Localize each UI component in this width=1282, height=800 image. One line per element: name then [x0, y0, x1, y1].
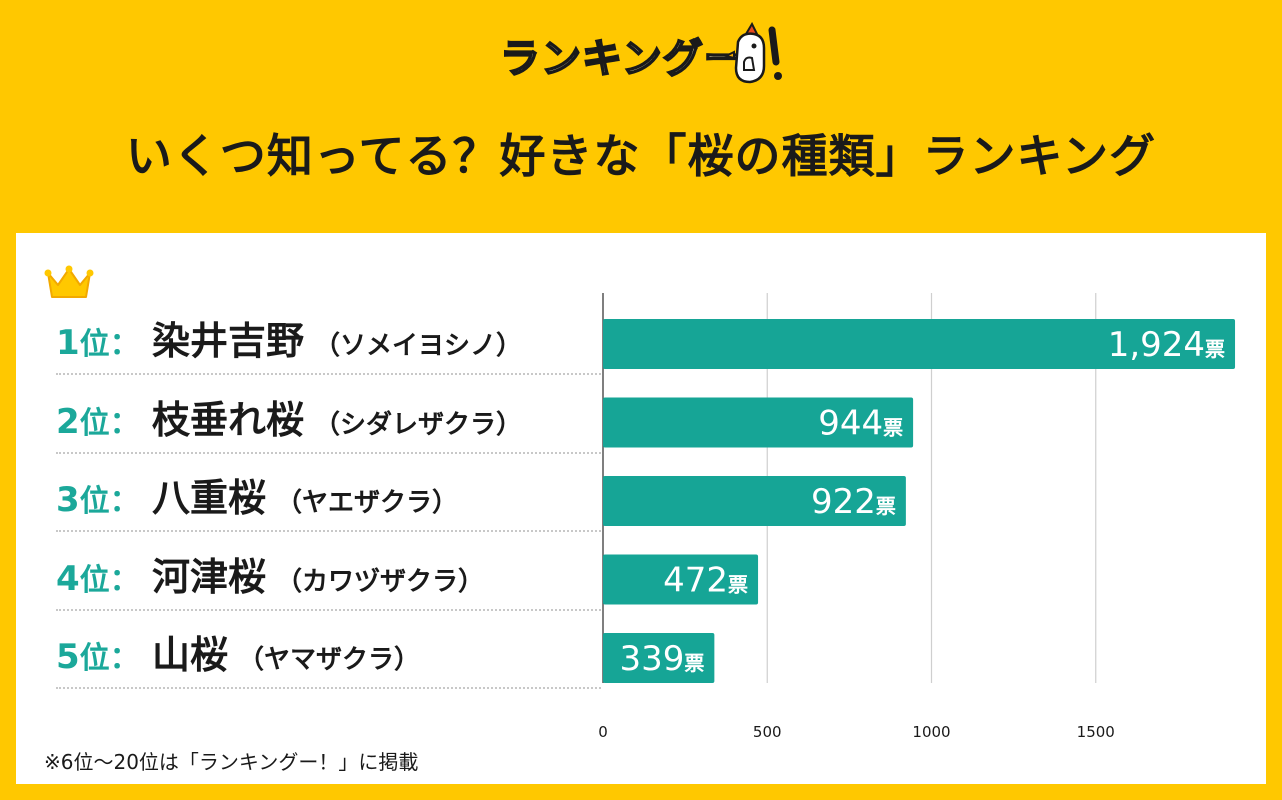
category-name: 河津桜 （カワヅザクラ） [152, 554, 485, 599]
rank-label: 3位： [56, 480, 140, 520]
rank-label: 1位： [56, 323, 140, 363]
x-tick-label: 0 [598, 723, 608, 741]
footnote: ※6位～20位は「ランキングー！」に掲載 [44, 750, 419, 774]
category-reading: （ソメイヨシノ） [314, 331, 523, 361]
chart-plot: 1,924票 944票 922票 472票 339票 0 500 1000 1500 [598, 293, 1236, 741]
category-row: 1位： 染井吉野 （ソメイヨシノ） [56, 295, 601, 375]
crown-icon [44, 265, 94, 298]
bar-value-label: 944票 [818, 404, 903, 444]
x-tick-label: 1000 [912, 723, 950, 741]
category-name: 染井吉野 （ソメイヨシノ） [152, 319, 523, 363]
bar [603, 554, 759, 605]
page-title: いくつ知ってる？好きな「桜の種類」ランキング [125, 129, 1157, 183]
category-row: 2位： 枝垂れ桜 （シダレザクラ） [56, 374, 601, 454]
x-tick-label: 1500 [1077, 723, 1115, 741]
rank-label: 4位： [56, 558, 140, 599]
bar-value-label: 472票 [663, 561, 748, 601]
bar [603, 476, 906, 526]
logo-text: ランキングー! [499, 35, 765, 83]
bar-value-label: 339票 [619, 639, 704, 679]
logo: ランキングー! [499, 22, 785, 90]
bar [603, 319, 1236, 369]
category-name: 枝垂れ桜 （シダレザクラ） [152, 397, 523, 442]
category-reading: （ヤエザクラ） [276, 488, 459, 518]
bar-value-label: 1,924票 [1108, 325, 1225, 365]
logo-character-icon [724, 22, 782, 84]
category-row: 5位： 山桜 （ヤマザクラ） [56, 609, 601, 689]
category-row: 4位： 河津桜 （カワヅザクラ） [56, 531, 601, 611]
category-reading: （ヤマザクラ） [238, 645, 421, 675]
bar [603, 397, 914, 448]
chart-panel: 1,924票 944票 922票 472票 339票 0 500 1000 1500 1位： 染… [16, 233, 1266, 784]
rank-label: 2位： [56, 401, 140, 442]
category-reading: （シダレザクラ） [314, 409, 523, 440]
x-tick-label: 500 [753, 723, 782, 741]
category-reading: （カワヅザクラ） [276, 566, 485, 597]
bar [603, 633, 715, 683]
bar-value-label: 922票 [811, 482, 896, 522]
category-row: 3位： 八重桜 （ヤエザクラ） [56, 452, 601, 532]
category-name: 八重桜 （ヤエザクラ） [152, 476, 459, 520]
category-name: 山桜 （ヤマザクラ） [152, 633, 421, 677]
rank-label: 5位： [56, 637, 140, 677]
